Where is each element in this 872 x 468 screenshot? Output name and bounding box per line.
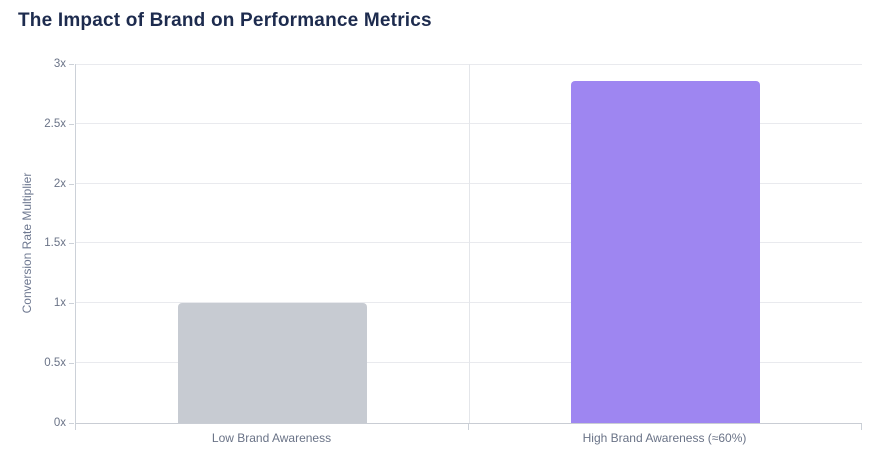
category-label: High Brand Awareness (≈60%) <box>582 431 747 445</box>
x-tick-mark <box>861 424 862 430</box>
y-tick-mark <box>69 64 74 65</box>
y-tick-label: 0.5x <box>44 357 66 369</box>
category-boundary-line <box>469 64 470 423</box>
y-tick-mark <box>69 423 74 424</box>
y-tick-label: 1.5x <box>44 237 66 249</box>
y-tick-mark <box>69 184 74 185</box>
y-tick-label: 2x <box>53 178 66 190</box>
y-tick-label: 3x <box>53 58 66 70</box>
bar-low-brand-awareness[interactable] <box>178 303 367 423</box>
chart-title: The Impact of Brand on Performance Metri… <box>18 10 432 31</box>
x-tick-mark <box>468 424 469 430</box>
y-tick-label: 1x <box>53 297 66 309</box>
y-tick-label: 0x <box>53 417 66 429</box>
y-tick-mark <box>69 363 74 364</box>
y-tick-label: 2.5x <box>44 118 66 130</box>
category-label: Low Brand Awareness <box>211 431 332 445</box>
plot-area <box>75 64 862 424</box>
y-tick-mark <box>69 243 74 244</box>
bar-high-brand-awareness[interactable] <box>571 81 760 423</box>
x-tick-mark <box>75 424 76 430</box>
y-tick-mark <box>69 303 74 304</box>
y-tick-mark <box>69 124 74 125</box>
